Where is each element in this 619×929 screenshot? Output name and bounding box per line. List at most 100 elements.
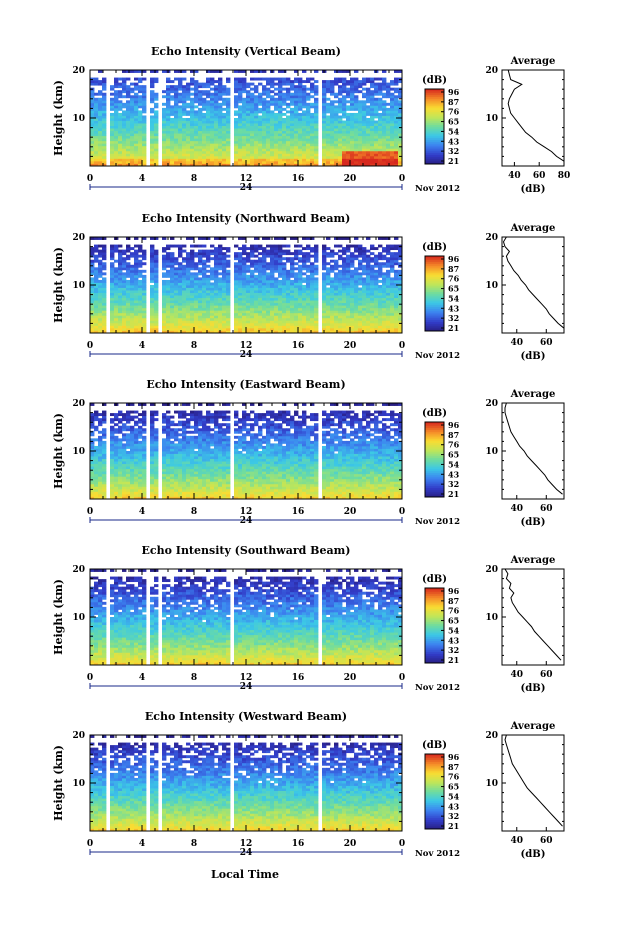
echo-cell bbox=[370, 143, 375, 147]
echo-cell bbox=[330, 317, 335, 321]
colorbar-segment bbox=[425, 147, 444, 150]
echo-cell bbox=[166, 115, 171, 119]
echo-cell bbox=[390, 277, 395, 281]
echo-cell bbox=[246, 145, 251, 149]
echo-cell bbox=[290, 282, 295, 286]
echo-cell bbox=[374, 160, 379, 164]
colorbar-segment bbox=[425, 126, 444, 129]
echo-cell bbox=[398, 244, 403, 248]
echo-cell bbox=[114, 279, 119, 283]
echo-cell bbox=[354, 128, 359, 132]
echo-cell bbox=[310, 82, 315, 86]
echo-cell bbox=[138, 247, 143, 251]
echo-cell bbox=[210, 290, 215, 293]
echo-cell bbox=[122, 128, 127, 132]
echo-cell bbox=[238, 292, 243, 296]
echo-cell bbox=[362, 330, 367, 334]
echo-cell bbox=[122, 158, 127, 162]
echo-cell bbox=[366, 95, 371, 99]
echo-cell bbox=[150, 254, 155, 258]
echo-cell bbox=[254, 160, 259, 164]
echo-cell bbox=[114, 287, 119, 291]
echo-cell bbox=[302, 97, 307, 101]
echo-cell bbox=[374, 123, 379, 126]
echo-cell bbox=[190, 123, 195, 126]
echo-cell bbox=[334, 285, 339, 288]
echo-cell bbox=[234, 320, 239, 324]
echo-cell bbox=[122, 279, 127, 283]
echo-cell bbox=[330, 123, 335, 126]
echo-cell bbox=[234, 325, 239, 329]
echo-cell bbox=[254, 262, 259, 266]
echo-cell bbox=[130, 330, 135, 334]
echo-cell bbox=[266, 153, 271, 157]
echo-cell bbox=[122, 262, 127, 266]
echo-cell bbox=[142, 325, 147, 329]
echo-cell bbox=[194, 262, 199, 266]
echo-cell bbox=[194, 143, 199, 147]
echo-cell bbox=[126, 315, 131, 319]
echo-cell bbox=[398, 290, 403, 293]
echo-cell bbox=[214, 305, 219, 309]
echo-cell bbox=[186, 257, 191, 261]
echo-cell bbox=[262, 125, 267, 129]
echo-cell bbox=[270, 150, 275, 154]
echo-cell bbox=[218, 123, 223, 126]
echo-cell bbox=[390, 115, 395, 119]
echo-cell bbox=[314, 115, 319, 119]
echo-cell bbox=[326, 279, 331, 283]
echo-cell bbox=[290, 110, 295, 114]
echo-cell bbox=[270, 77, 275, 81]
echo-cell bbox=[102, 325, 107, 329]
echo-cell bbox=[298, 297, 303, 301]
echo-cell bbox=[310, 254, 315, 258]
echo-cell bbox=[142, 135, 147, 139]
echo-cell bbox=[98, 100, 103, 104]
echo-cell bbox=[174, 102, 179, 106]
echo-cell bbox=[270, 252, 275, 256]
echo-cell bbox=[194, 112, 199, 116]
echo-cell bbox=[110, 135, 115, 139]
echo-cell bbox=[138, 285, 143, 288]
echo-cell bbox=[150, 292, 155, 296]
echo-cell bbox=[138, 312, 143, 316]
echo-cell bbox=[346, 95, 351, 99]
echo-cell bbox=[178, 315, 183, 319]
echo-cell bbox=[302, 327, 307, 331]
echo-cell bbox=[94, 282, 99, 286]
echo-cell bbox=[350, 85, 355, 89]
echo-cell bbox=[102, 297, 107, 301]
echo-cell bbox=[266, 160, 271, 164]
echo-cell bbox=[206, 312, 211, 316]
echo-cell bbox=[142, 128, 147, 132]
echo-cell bbox=[350, 269, 355, 273]
echo-cell bbox=[214, 97, 219, 101]
echo-cell bbox=[294, 257, 299, 261]
echo-cell bbox=[290, 290, 295, 293]
echo-cell bbox=[110, 292, 115, 296]
echo-cell bbox=[354, 82, 359, 86]
echo-cell bbox=[278, 97, 283, 101]
echo-cell bbox=[154, 112, 159, 116]
echo-cell bbox=[202, 272, 207, 276]
echo-cell bbox=[154, 133, 159, 137]
echo-cell bbox=[358, 82, 363, 86]
echo-cell bbox=[350, 138, 355, 142]
echo-cell bbox=[126, 300, 131, 304]
echo-cell bbox=[290, 259, 295, 263]
echo-cell bbox=[322, 259, 327, 263]
echo-cell bbox=[190, 92, 195, 96]
echo-cell bbox=[202, 330, 207, 334]
echo-cell bbox=[314, 158, 319, 162]
echo-cell bbox=[326, 305, 331, 309]
echo-cell bbox=[374, 100, 379, 104]
echo-cell bbox=[162, 133, 167, 137]
echo-cell bbox=[114, 97, 119, 101]
echo-cell bbox=[366, 279, 371, 283]
echo-cell bbox=[362, 290, 367, 293]
echo-cell bbox=[94, 295, 99, 299]
echo-cell bbox=[286, 92, 291, 96]
echo-cell bbox=[346, 290, 351, 293]
echo-cell bbox=[310, 297, 315, 301]
echo-cell bbox=[278, 82, 283, 86]
